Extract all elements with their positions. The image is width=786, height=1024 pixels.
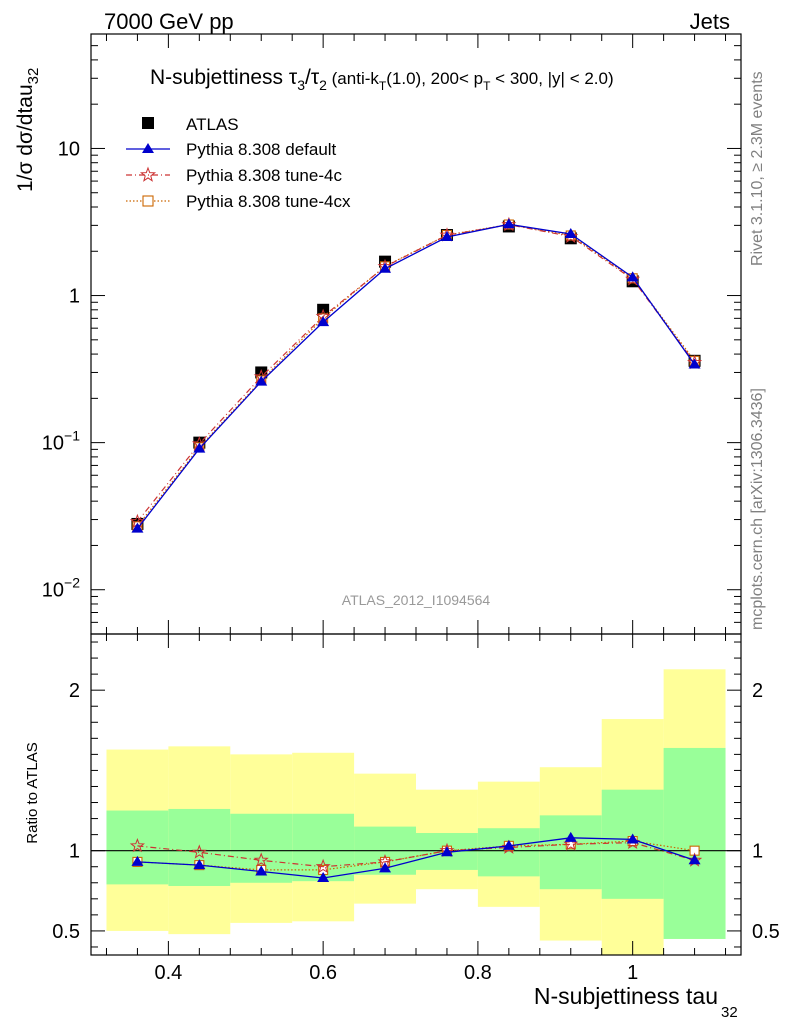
title-p3: < 300, |y| < 2.0) <box>490 69 613 88</box>
source-label: mcplots.cern.ch [arXiv:1306.3436] <box>749 388 766 630</box>
ratio-y-tick-label: 0.5 <box>52 921 80 943</box>
data-point-default <box>502 218 515 229</box>
band-inner-bin <box>539 815 602 890</box>
rivet-label: Rivet 3.1.10, ≥ 2.3M events <box>749 71 766 266</box>
data-point-default <box>440 231 453 242</box>
ratio-y-tick-label-right: 2 <box>752 680 763 702</box>
data-point-tune4c <box>129 837 145 853</box>
header-left: 7000 GeV pp <box>104 9 234 34</box>
ratio-y-tick-label-right: 1 <box>752 841 763 863</box>
title-tau3-sub: 3 <box>297 77 305 93</box>
title-pt-sub: T <box>483 79 491 93</box>
legend-label-atlas: ATLAS <box>186 115 239 134</box>
y-tick-label: 10−2 <box>42 575 80 602</box>
data-point-default <box>564 228 577 239</box>
x-tick-label: 0.8 <box>464 962 492 984</box>
y-tick-label: 10−1 <box>42 428 80 455</box>
band-inner-bin <box>663 747 726 939</box>
title-kt-sub: T <box>379 79 387 93</box>
title-tau3: τ <box>289 66 298 89</box>
x-axis-label-sub: 32 <box>721 1004 738 1021</box>
analysis-watermark: ATLAS_2012_I1094564 <box>342 592 491 608</box>
legend-label-tune4cx: Pythia 8.308 tune-4cx <box>186 192 351 211</box>
ratio-panel: 0.4 0.6 0.8 1 0.5 0.5 1 1 2 2 <box>52 633 780 984</box>
data-point-tune4c <box>563 836 579 851</box>
series-line <box>136 224 696 523</box>
legend-marker-atlas <box>142 117 154 129</box>
data-point-default <box>317 316 330 327</box>
ratio-y-tick-label: 1 <box>69 841 80 863</box>
x-axis-label-main: N-subjettiness tau <box>534 983 718 1009</box>
series-line <box>136 223 696 530</box>
band-inner-bin <box>477 828 540 877</box>
header-right: Jets <box>690 9 730 34</box>
data-point-default <box>379 262 392 273</box>
series-line <box>137 841 695 868</box>
data-point-default <box>626 833 639 844</box>
data-point-default <box>131 522 144 533</box>
legend-marker-tune4cx <box>142 195 154 207</box>
data-point-default <box>193 859 206 870</box>
data-point-default <box>564 831 577 842</box>
data-point-default <box>379 862 392 873</box>
data-point-default <box>131 855 144 866</box>
data-point-tune4c <box>315 858 331 874</box>
legend-label-tune4c: Pythia 8.308 tune-4c <box>186 166 342 185</box>
data-point-tune4c <box>625 271 641 286</box>
band-inner-bin <box>168 808 231 886</box>
chart-title: N-subjettiness τ3/τ2 (anti-kT(1.0), 200<… <box>150 66 614 93</box>
x-tick-label: 0.6 <box>309 962 337 984</box>
data-point-default <box>255 375 268 386</box>
data-point-tune4c <box>253 852 269 867</box>
title-tau2: τ <box>311 66 320 89</box>
legend: ATLAS Pythia 8.308 default Pythia 8.308 … <box>126 115 351 211</box>
data-point-default <box>317 871 330 882</box>
data-point-default <box>626 271 639 282</box>
band-inner-bin <box>106 810 169 885</box>
data-point-default <box>502 839 515 850</box>
y-axis-label-sub: 32 <box>25 68 42 85</box>
x-axis-label: N-subjettiness tau <box>534 983 718 1009</box>
data-point-tune4c <box>191 844 207 859</box>
title-slash: / <box>305 66 311 89</box>
y-tick-label: 10 <box>58 138 80 160</box>
legend-label-default: Pythia 8.308 default <box>186 140 337 159</box>
title-tau2-sub: 2 <box>319 77 327 93</box>
ratio-y-label: Ratio to ATLAS <box>24 742 41 843</box>
series-line <box>137 837 695 879</box>
data-point-default <box>193 442 206 453</box>
ratio-y-tick-label: 2 <box>69 680 80 702</box>
main-panel: 10−2 10−1 1 10 <box>42 33 742 635</box>
data-point-default <box>688 358 701 369</box>
legend-marker-default <box>142 143 154 153</box>
series-line <box>136 223 696 527</box>
ratio-y-tick-label-right: 0.5 <box>752 921 780 943</box>
y-axis-label: 1/σ dσ/dtau32 <box>14 68 42 192</box>
x-tick-label: 1 <box>627 962 638 984</box>
title-p2: (1.0), 200< p <box>386 69 483 88</box>
x-tick-label: 0.4 <box>154 962 182 984</box>
data-point-tune4c <box>563 228 579 243</box>
series-line <box>137 840 695 871</box>
title-main: N-subjettiness <box>150 66 289 89</box>
y-axis-label-main: 1/σ dσ/dtau <box>14 84 37 192</box>
data-point-default <box>255 865 268 876</box>
data-point-default <box>440 846 453 857</box>
title-p1: (anti-k <box>327 69 379 88</box>
data-point-default <box>688 854 701 865</box>
y-tick-label: 1 <box>69 286 80 308</box>
legend-marker-tune4c <box>139 166 157 182</box>
